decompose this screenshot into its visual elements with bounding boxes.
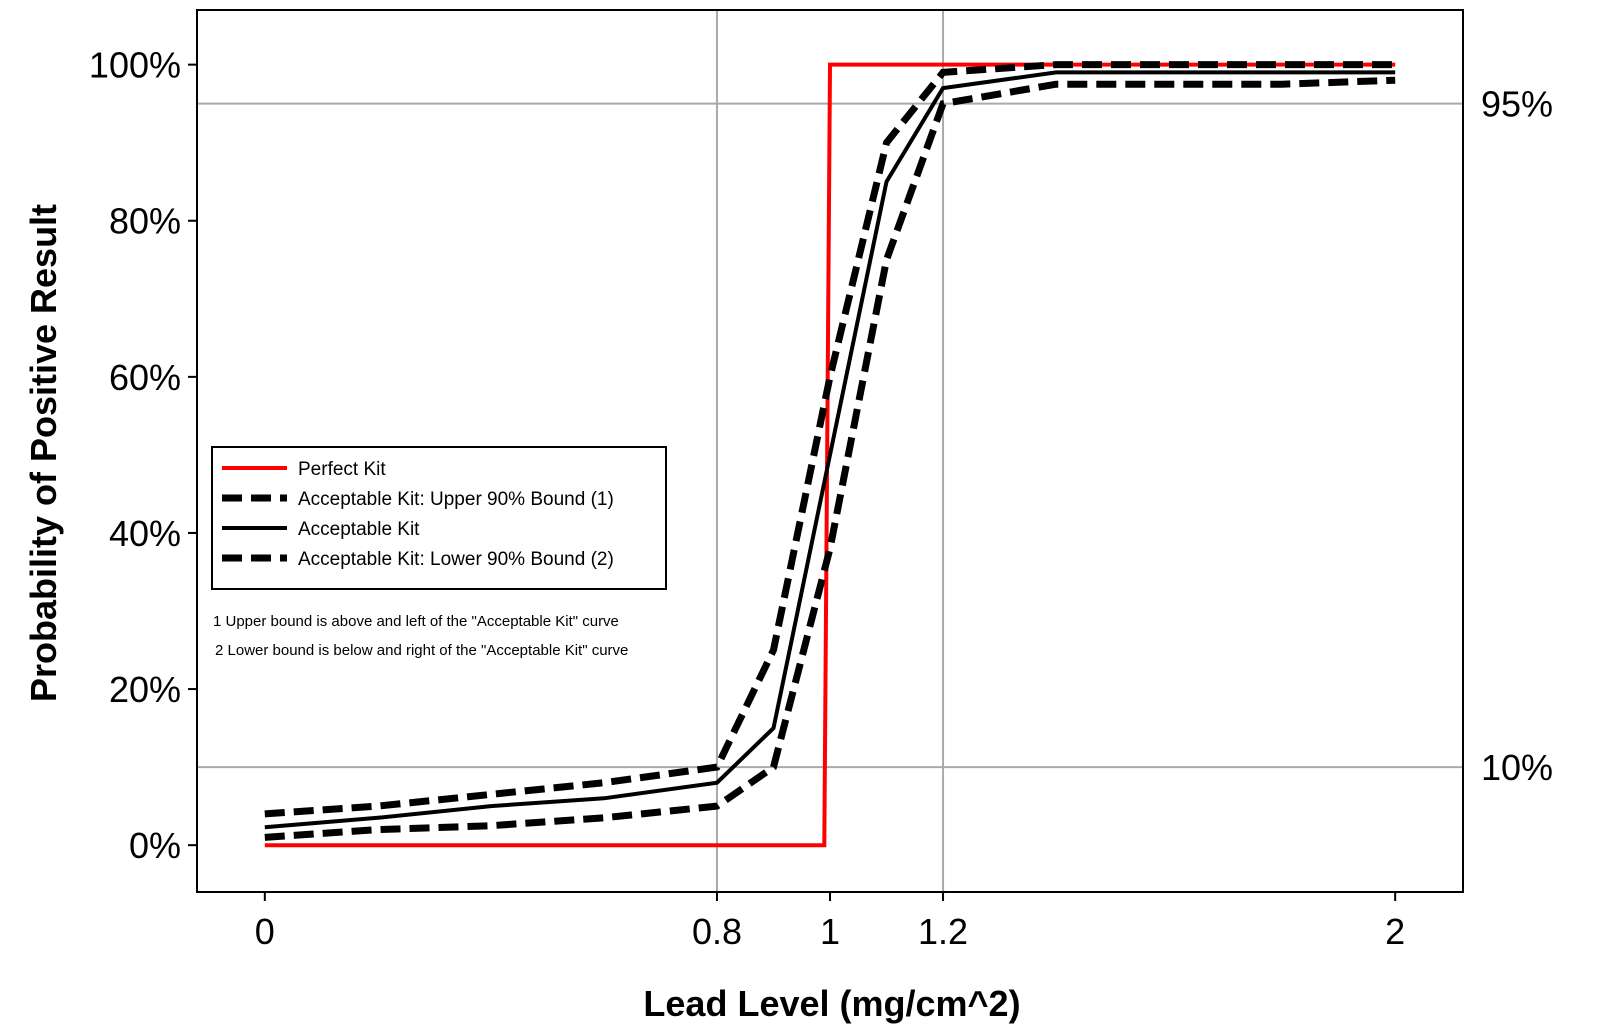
reference-label: 10% — [1481, 747, 1553, 788]
y-tick-label: 60% — [109, 357, 181, 398]
x-tick-label: 1.2 — [918, 911, 968, 952]
y-axis-ticks: 0% 20% 40% 60% 80% 100% — [89, 45, 197, 866]
x-tick-label: 1 — [820, 911, 840, 952]
y-tick-label: 80% — [109, 201, 181, 242]
x-axis-ticks: 0 0.8 1 1.2 2 — [255, 892, 1405, 952]
x-tick-label: 2 — [1385, 911, 1405, 952]
y-tick-label: 20% — [109, 669, 181, 710]
legend-label: Acceptable Kit: Lower 90% Bound (2) — [298, 549, 614, 570]
legend-label: Acceptable Kit — [298, 519, 420, 540]
y-tick-label: 0% — [129, 825, 181, 866]
legend-box — [211, 446, 667, 590]
reference-label: 95% — [1481, 84, 1553, 125]
y-tick-label: 100% — [89, 45, 181, 86]
x-tick-label: 0 — [255, 911, 275, 952]
footnotes: 1 Upper bound is above and left of the "… — [213, 613, 628, 659]
series-line-1 — [264, 61, 1396, 818]
legend-label: Acceptable Kit: Upper 90% Bound (1) — [298, 489, 614, 510]
x-axis-title: Lead Level (mg/cm^2) — [643, 983, 1020, 1024]
footnote-2: 2 Lower bound is below and right of the … — [215, 642, 628, 659]
y-axis-title: Probability of Positive Result — [23, 204, 64, 702]
legend: Perfect Kit Acceptable Kit: Upper 90% Bou… — [211, 446, 667, 590]
x-tick-label: 0.8 — [692, 911, 742, 952]
footnote-1: 1 Upper bound is above and left of the "… — [213, 613, 619, 630]
series-lines — [264, 61, 1396, 848]
y-tick-label: 40% — [109, 513, 181, 554]
series-line-2 — [264, 70, 1396, 830]
series-line-3 — [264, 76, 1396, 841]
legend-label: Perfect Kit — [298, 459, 386, 480]
reference-line-labels: 95% 10% — [1481, 84, 1553, 788]
